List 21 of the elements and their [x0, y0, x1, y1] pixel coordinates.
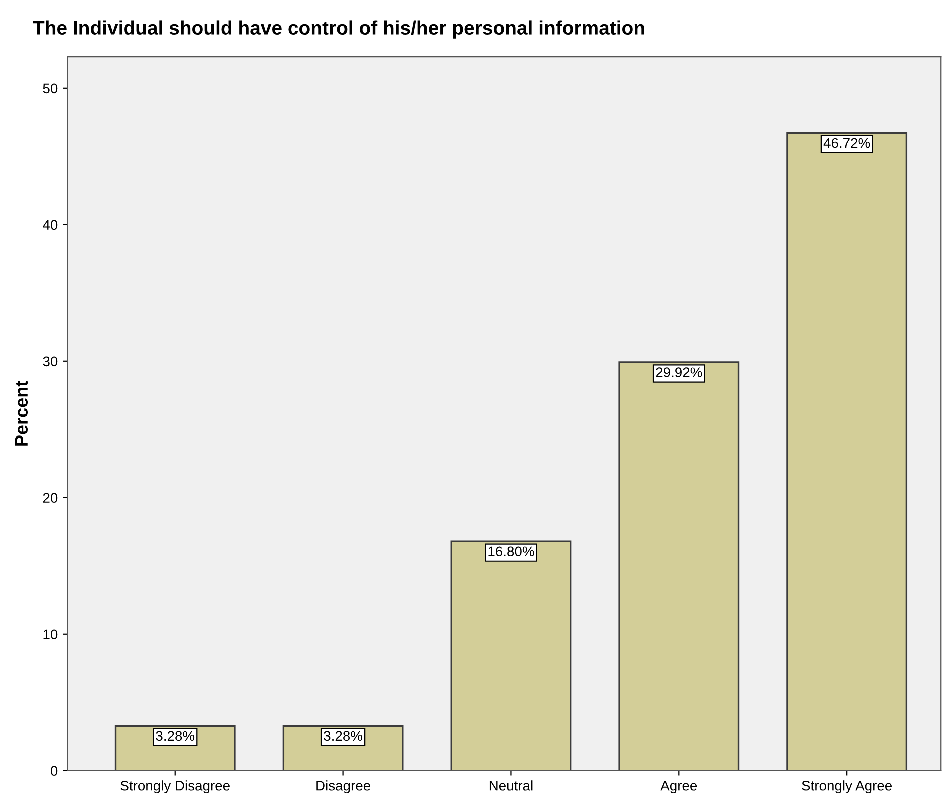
y-tick-label: 20 — [43, 493, 58, 504]
data-label: 46.72% — [824, 138, 870, 148]
data-label: 29.92% — [656, 368, 702, 378]
x-tick-label: Neutral — [490, 780, 533, 791]
y-tick-label: 40 — [43, 220, 58, 230]
x-tick-label: Strongly Agree — [802, 780, 892, 794]
bar — [450, 540, 572, 771]
x-tick-label: Disagree — [316, 780, 370, 794]
data-label: 16.80% — [488, 546, 534, 557]
y-tick-label: 30 — [43, 356, 58, 367]
x-tick-label: Agree — [660, 781, 698, 794]
data-label: 3.28% — [324, 731, 362, 742]
y-tick-label: 0 — [50, 766, 58, 776]
y-axis-title: Percent — [15, 381, 28, 446]
y-tick-label: 50 — [43, 84, 58, 94]
chart-title: The Individual should have control of his/her personal information — [33, 20, 644, 39]
bar — [786, 132, 908, 771]
y-tick-label: 10 — [44, 630, 58, 640]
data-label: 3.28% — [156, 731, 195, 742]
bar — [618, 362, 740, 771]
x-tick-label: Strongly Disagree — [120, 780, 230, 794]
